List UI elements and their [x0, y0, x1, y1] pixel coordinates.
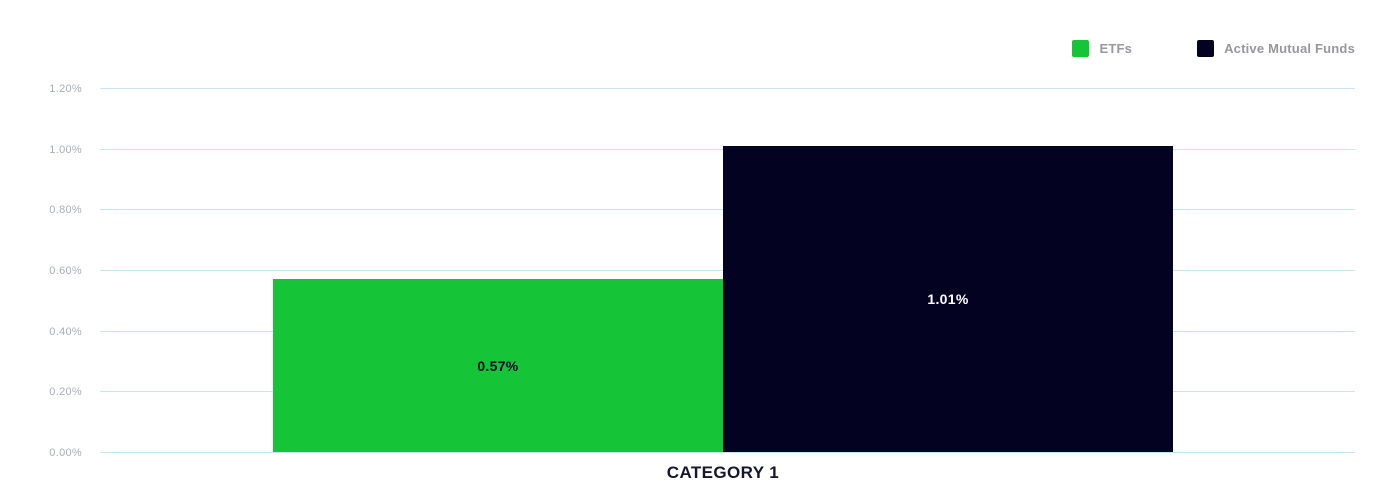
bar-etfs[interactable]: 0.57%: [272, 279, 723, 452]
plot-area: 1.20% 1.00% 0.80% 0.60% 0.40% 0.20% 0.00…: [49, 83, 1355, 482]
y-axis-tick-label: 0.60%: [49, 265, 82, 277]
legend-label-active-mutual-funds: Active Mutual Funds: [1224, 41, 1355, 56]
bar-value-label-active-mutual-funds: 1.01%: [927, 290, 969, 307]
y-axis-tick-label: 0.80%: [49, 204, 82, 217]
gridline: 0.00%: [49, 447, 1355, 459]
legend-item-etfs[interactable]: ETFs: [1072, 40, 1132, 57]
gridline: 1.20%: [49, 83, 1355, 95]
legend-item-active-mutual-funds[interactable]: Active Mutual Funds: [1197, 40, 1355, 57]
legend: ETFs Active Mutual Funds: [1072, 40, 1355, 57]
bar-value-label-etfs: 0.57%: [477, 357, 519, 374]
y-axis-tick-label: 0.40%: [49, 325, 82, 338]
active-mutual-funds-swatch-icon: [1197, 40, 1215, 57]
legend-label-etfs: ETFs: [1099, 41, 1133, 56]
y-axis-tick-label: 1.20%: [49, 83, 82, 95]
bar-active-mutual-funds[interactable]: 1.01%: [722, 145, 1173, 452]
y-axis-tick-label: 0.00%: [49, 447, 82, 459]
y-axis-tick-label: 0.20%: [49, 386, 82, 399]
etfs-swatch-icon: [1072, 40, 1090, 57]
y-axis-tick-label: 1.00%: [49, 143, 82, 156]
x-axis-category-label: CATEGORY 1: [666, 463, 780, 482]
